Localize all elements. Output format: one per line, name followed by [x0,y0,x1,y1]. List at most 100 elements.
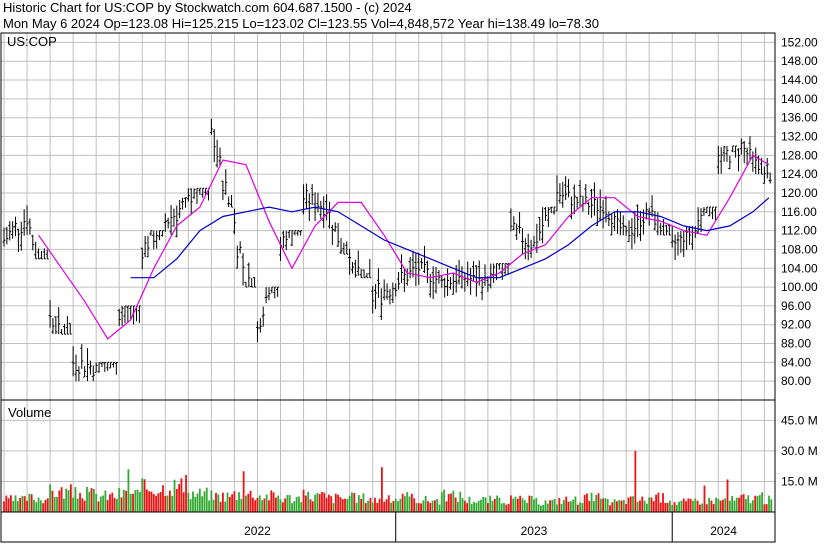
volume-bar [136,489,139,512]
volume-bar [344,498,346,512]
price-tick-label: 140.00 [781,92,818,106]
volume-bar [159,491,162,512]
volume-bar [67,490,70,512]
volume-bar [604,498,607,512]
volume-bar [427,501,429,512]
volume-bar [692,500,694,512]
volume-bar [109,494,111,512]
volume-bar [742,494,745,512]
price-tick-label: 84.00 [781,355,811,369]
volume-bar [35,502,38,512]
volume-bars [3,450,773,512]
volume-bar [272,492,275,512]
volume-bar [37,497,40,512]
volume-bar [622,500,625,512]
volume-bar [765,504,768,512]
volume-bar [652,501,655,512]
volume-bar [611,502,614,512]
volume-bar [535,498,538,512]
volume-bar [392,500,395,512]
volume-bar [192,491,194,512]
price-tick-label: 152.00 [781,35,818,49]
volume-bar [316,493,319,512]
price-tick-label: 112.00 [781,224,817,238]
volume-bar [745,499,747,512]
volume-bar [10,495,12,512]
volume-bar [116,499,118,512]
volume-bar [510,495,512,512]
volume-bar [590,492,593,512]
volume-bar [201,496,204,512]
volume-panel-title: Volume [8,405,51,420]
volume-bar [740,495,743,512]
volume-bar [65,488,68,512]
volume-bar [680,500,683,512]
volume-bar [364,503,367,512]
volume-bar [127,469,130,512]
volume-bar [461,498,464,512]
volume-bar [291,503,293,512]
volume-bar [240,498,243,512]
price-tick-label: 124.00 [781,167,818,181]
volume-bar [380,467,383,512]
volume-bar [657,492,660,512]
volume-bar [88,491,91,512]
volume-bar [72,497,75,512]
volume-bar [348,495,351,512]
volume-bar [189,499,192,512]
volume-bar [129,493,132,512]
volume-bar [194,496,197,512]
price-grid [1,33,775,400]
volume-bar [5,495,8,512]
volume-bar [92,489,95,512]
volume-bar [212,499,215,512]
volume-bar [664,502,667,512]
volume-bar [371,502,374,512]
volume-bar [413,498,416,512]
volume-bar [516,498,519,512]
volume-bar [588,500,591,512]
volume-bar [288,495,291,512]
volume-bar [187,492,190,512]
year-label: 2023 [521,524,548,538]
volume-bar [726,479,729,512]
volume-bar [758,495,761,512]
year-axis-labels: 2022 2023 2024 [244,524,737,538]
volume-bar [245,495,247,512]
volume-bar [597,493,600,512]
volume-bar [551,499,554,512]
volume-bar [238,492,240,512]
volume-bar [581,503,584,512]
volume-bar [645,503,648,512]
volume-bar [83,500,86,512]
volume-bar [620,500,623,512]
volume-bar [687,498,690,512]
volume-bar [97,501,100,512]
volume-bar [401,493,404,512]
price-tick-label: 128.00 [781,148,818,162]
volume-bar [210,490,213,512]
volume-bar [489,495,492,512]
volume-bar [500,503,503,512]
price-panel-title: US:COP [7,34,57,49]
volume-bar [182,492,185,512]
volume-bar [132,493,134,512]
volume-bar [39,500,42,512]
volume-bar [650,497,653,512]
volume-tick-label: 15.0 M [781,474,818,488]
volume-bar [334,493,337,512]
volume-bar [46,498,49,512]
volume-bar [362,493,365,512]
volume-bar [505,504,508,512]
volume-bar [705,504,708,512]
volume-bar [482,497,485,512]
volume-bar [715,497,717,512]
volume-bar [60,487,63,512]
volume-bar [408,496,411,512]
volume-tick-label: 45.0 M [781,413,818,427]
volume-bar [385,499,388,512]
volume-bar [507,503,510,512]
volume-bar [719,500,722,512]
volume-bar [318,494,321,512]
volume-bar [298,496,300,512]
